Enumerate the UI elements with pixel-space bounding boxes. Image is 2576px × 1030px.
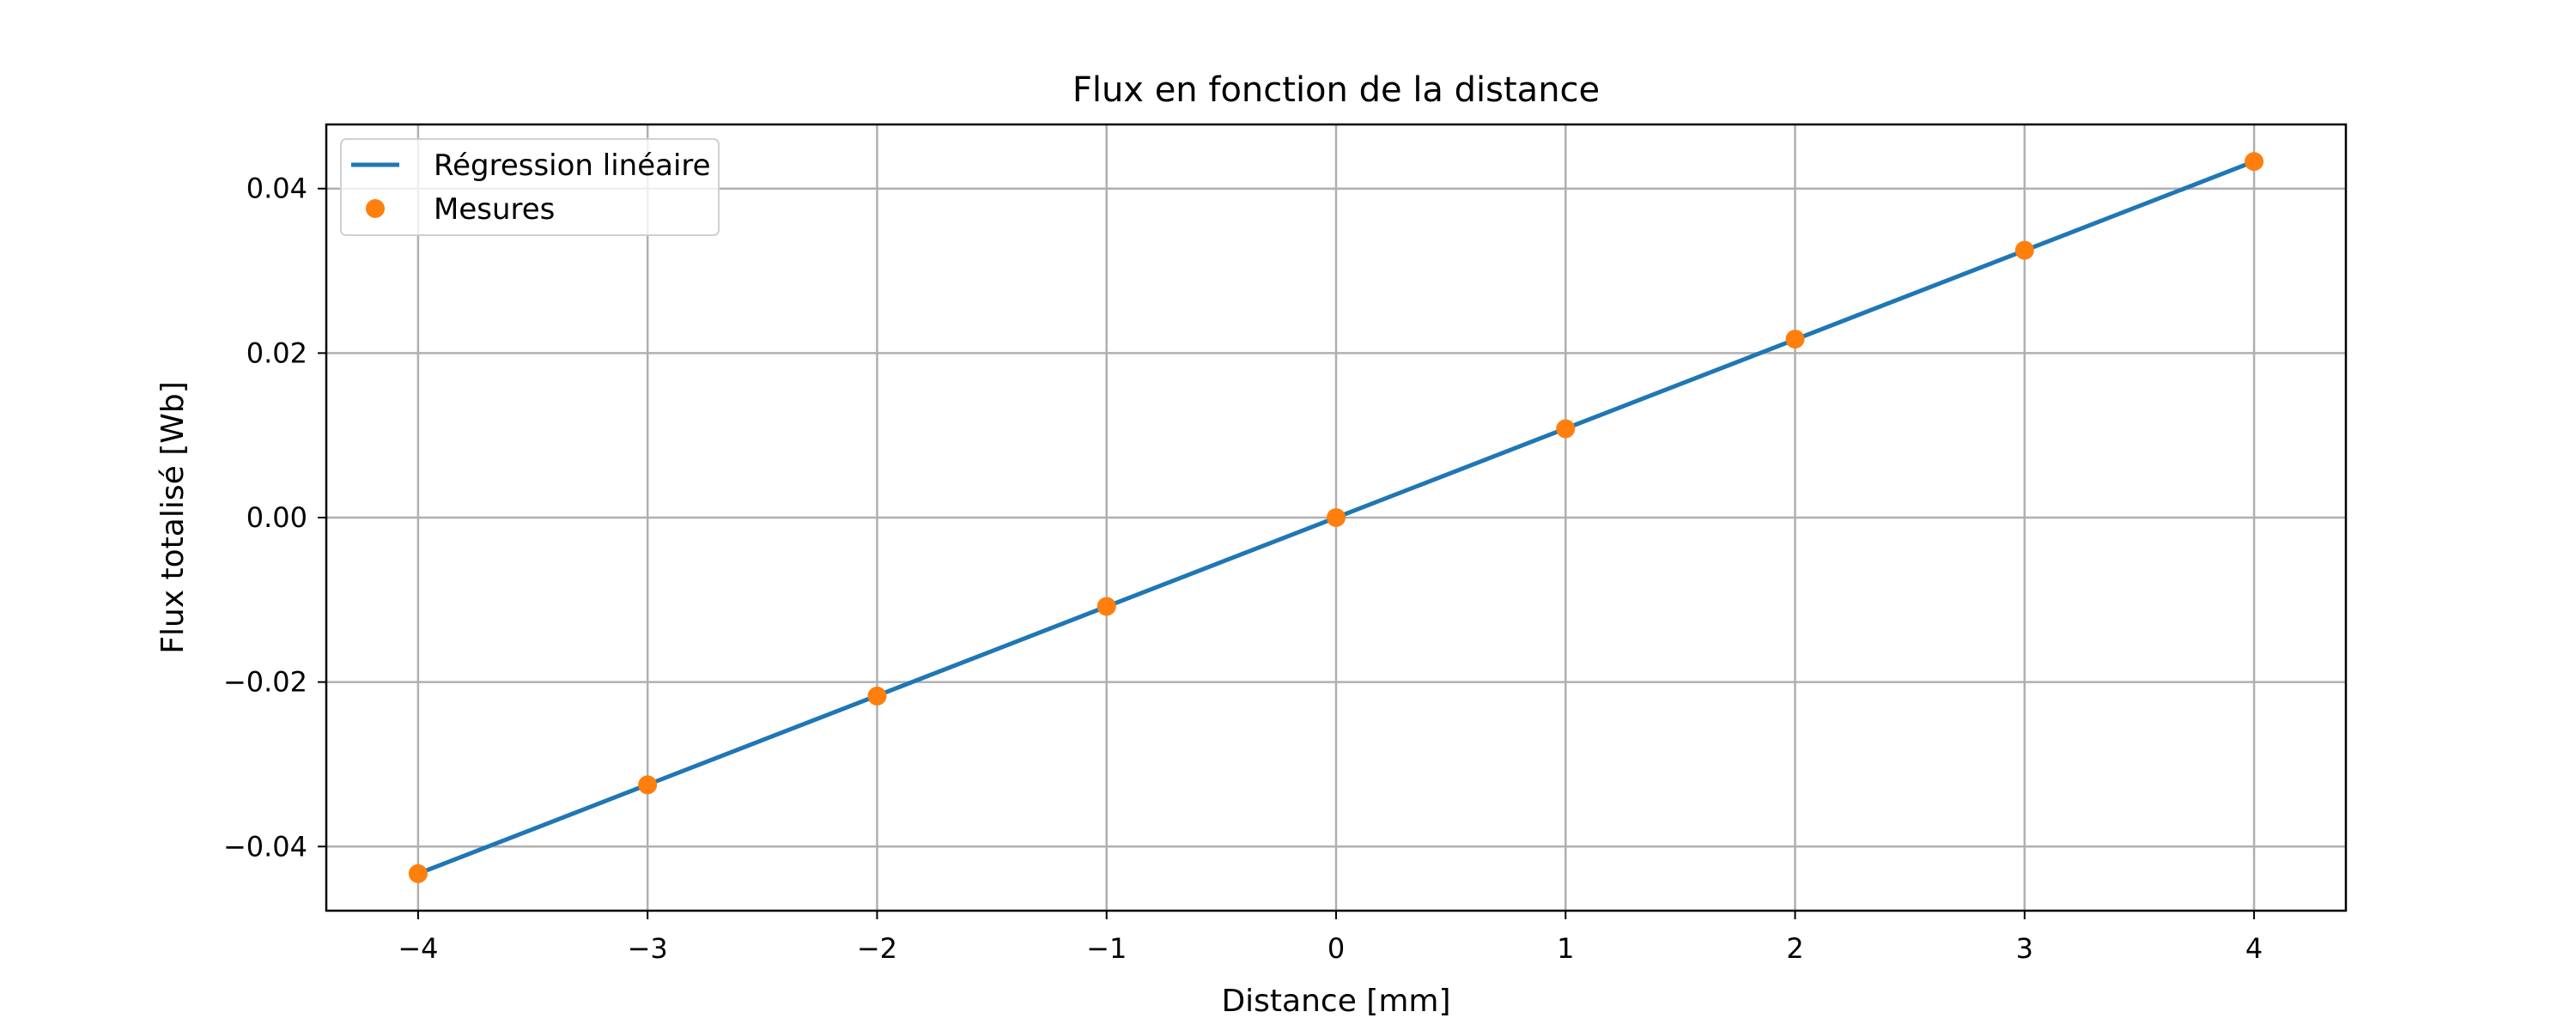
measure-point-8 xyxy=(2245,152,2264,172)
measure-point-1 xyxy=(638,775,658,795)
plot-series xyxy=(408,152,2264,883)
y-tick-label-1: −0.02 xyxy=(223,666,307,699)
chart-title: Flux en fonction de la distance xyxy=(1072,70,1600,110)
measure-point-5 xyxy=(1556,419,1576,439)
y-tick-label-2: 0.00 xyxy=(246,501,307,534)
x-tick-label-5: 1 xyxy=(1557,932,1574,965)
legend: Régression linéaire Mesures xyxy=(340,138,720,236)
measure-point-6 xyxy=(1785,330,1805,349)
legend-frame xyxy=(340,138,720,236)
legend-marker-swatch xyxy=(366,199,385,218)
y-axis-title: Flux totalisé [Wb] xyxy=(155,381,191,653)
axis-ticks: −4 −3 −2 −1 0 1 2 3 4 −0.04 −0.02 0.00 0.02 0.04 xyxy=(223,173,2263,965)
measure-point-0 xyxy=(408,863,428,883)
y-tick-label-3: 0.02 xyxy=(246,336,307,369)
x-tick-label-7: 3 xyxy=(2016,932,2033,965)
measure-point-2 xyxy=(867,686,887,706)
legend-label-1: Mesures xyxy=(434,192,555,227)
x-axis-title: Distance [mm] xyxy=(1221,984,1450,1019)
x-tick-label-8: 4 xyxy=(2245,932,2263,965)
measure-point-3 xyxy=(1097,597,1116,616)
measure-point-7 xyxy=(2014,240,2034,260)
x-tick-label-4: 0 xyxy=(1327,932,1345,965)
legend-label-0: Régression linéaire xyxy=(434,148,711,183)
x-tick-label-6: 2 xyxy=(1786,932,1803,965)
x-tick-label-2: −2 xyxy=(857,932,897,965)
measure-point-4 xyxy=(1327,508,1346,527)
x-tick-label-3: −1 xyxy=(1086,932,1127,965)
x-tick-label-0: −4 xyxy=(398,932,438,965)
x-tick-label-1: −3 xyxy=(628,932,668,965)
y-tick-label-4: 0.04 xyxy=(246,173,307,205)
y-tick-label-0: −0.04 xyxy=(223,830,307,863)
